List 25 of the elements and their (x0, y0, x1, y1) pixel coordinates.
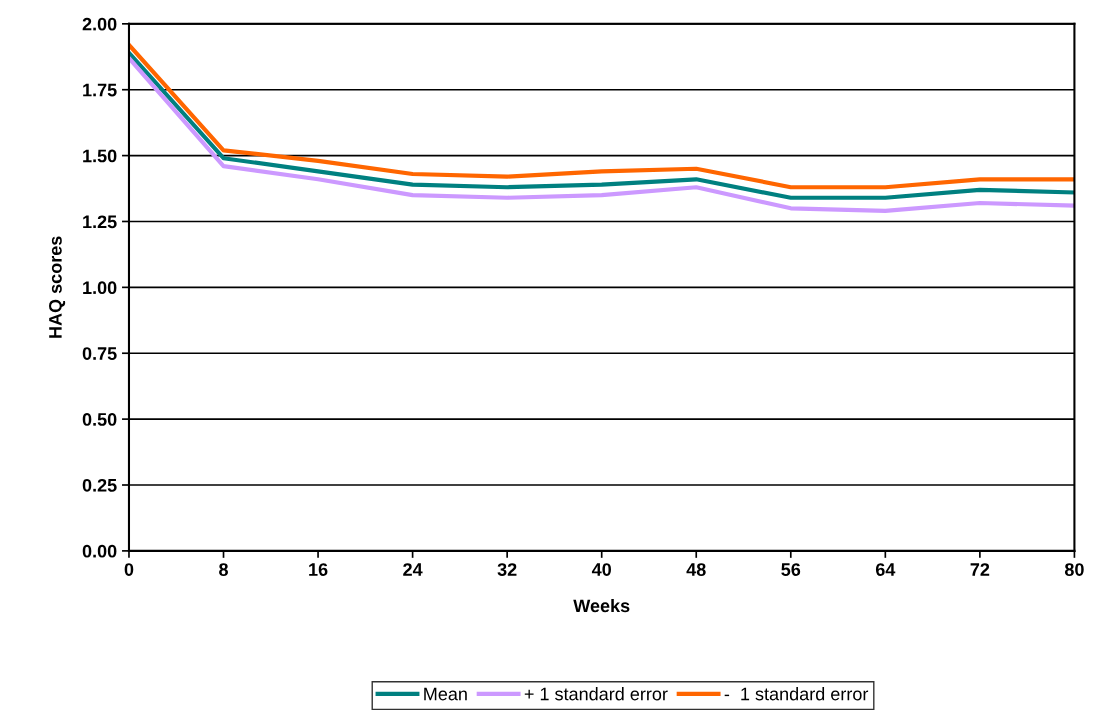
x-tick-label: 56 (781, 563, 801, 576)
x-tick-label: 8 (219, 563, 228, 576)
legend-label: + 1 standard error (524, 687, 668, 701)
x-axis-title: Weeks (573, 598, 630, 613)
legend-label: - 1 standard error (724, 687, 869, 701)
y-tick-label: 0.75 (82, 347, 117, 360)
x-tick-label: 80 (1064, 563, 1084, 576)
x-tick-label: 16 (309, 563, 328, 576)
x-tick-label: 32 (497, 563, 517, 576)
x-tick-label: 40 (591, 563, 611, 576)
legend-label: Mean (424, 687, 467, 701)
y-axis-title: HAQ scores (49, 236, 66, 338)
x-tick-label: 48 (686, 563, 706, 576)
x-tick-label: 72 (970, 563, 990, 576)
x-tick-label: 64 (875, 563, 896, 576)
y-tick-label: 1.25 (83, 215, 117, 229)
y-tick-label: 1.00 (83, 281, 117, 295)
y-tick-label: 0.25 (82, 478, 117, 492)
y-tick-label: 1.50 (83, 149, 117, 163)
y-tick-label: 0.50 (82, 413, 117, 426)
y-tick-label: 0.00 (82, 544, 117, 558)
x-tick-label: 24 (403, 563, 423, 576)
x-tick-label: 0 (124, 563, 134, 576)
y-tick-label: 1.75 (83, 83, 117, 97)
y-tick-label: 2.00 (82, 17, 117, 31)
